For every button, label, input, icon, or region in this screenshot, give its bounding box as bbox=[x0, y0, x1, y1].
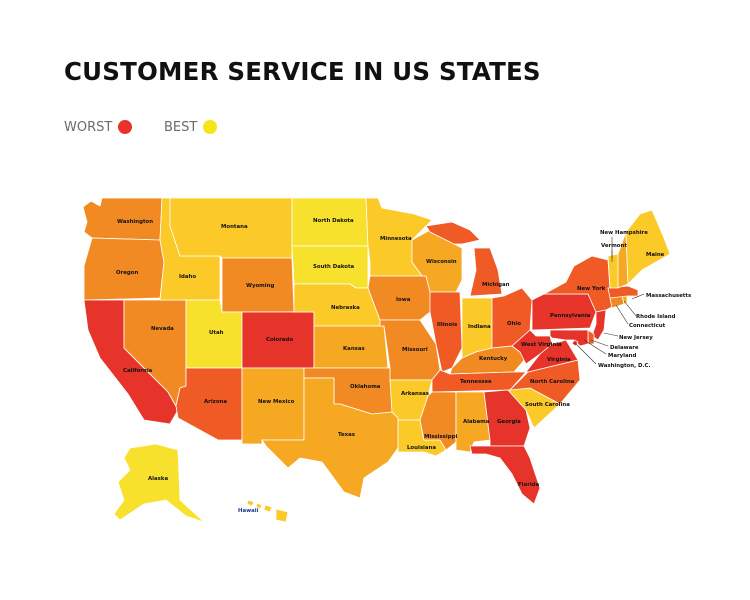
legend-best-label: BEST bbox=[164, 119, 198, 135]
label-south-dakota: South Dakota bbox=[313, 264, 355, 270]
state-new-mexico[interactable] bbox=[241, 367, 305, 445]
label-connecticut: Connecticut bbox=[629, 323, 666, 329]
label-kansas: Kansas bbox=[343, 346, 365, 352]
legend-worst-dot bbox=[118, 120, 133, 134]
label-mississippi: Mississippi bbox=[424, 434, 457, 440]
label-south-carolina: South Carolina bbox=[525, 402, 570, 408]
label-illinois: Illinois bbox=[437, 322, 457, 328]
label-virginia: Virginia bbox=[547, 357, 571, 363]
label-iowa: Iowa bbox=[396, 297, 411, 303]
state-west-virginia[interactable] bbox=[511, 329, 553, 365]
label-idaho: Idaho bbox=[179, 274, 196, 280]
label-louisiana: Louisiana bbox=[407, 445, 436, 451]
label-georgia: Georgia bbox=[497, 419, 521, 425]
legend-worst-label: WORST bbox=[64, 119, 113, 135]
label-texas: Texas bbox=[338, 432, 355, 438]
label-nebraska: Nebraska bbox=[331, 305, 360, 311]
label-oklahoma: Oklahoma bbox=[350, 384, 381, 390]
label-missouri: Missouri bbox=[402, 347, 428, 353]
label-wyoming: Wyoming bbox=[246, 283, 274, 289]
label-massachusetts: Massachusetts bbox=[646, 293, 691, 299]
label-ohio: Ohio bbox=[507, 321, 521, 327]
label-michigan: Michigan bbox=[482, 282, 510, 288]
label-indiana: Indiana bbox=[468, 324, 491, 330]
label-florida: Florida bbox=[518, 482, 540, 488]
label-vermont: Vermont bbox=[601, 243, 627, 249]
label-utah: Utah bbox=[209, 330, 224, 336]
callout-lines bbox=[574, 237, 645, 365]
label-alabama: Alabama bbox=[463, 419, 490, 425]
label-kentucky: Kentucky bbox=[479, 356, 508, 362]
label-washington: Washington bbox=[117, 219, 153, 225]
label-wisconsin: Wisconsin bbox=[426, 259, 457, 265]
state-massachusetts[interactable] bbox=[607, 285, 639, 299]
label-arkansas: Arkansas bbox=[401, 391, 429, 397]
state-labels: Washington Oregon California Nevada Idah… bbox=[116, 218, 691, 514]
label-delaware: Delaware bbox=[610, 345, 639, 351]
state-hawaii[interactable] bbox=[246, 499, 289, 523]
label-colorado: Colorado bbox=[266, 337, 293, 343]
label-west-virginia: West Virginia bbox=[521, 342, 562, 348]
label-new-york: New York bbox=[577, 286, 606, 292]
label-new-hampshire: New Hampshire bbox=[600, 230, 648, 236]
state-illinois[interactable] bbox=[429, 291, 463, 373]
map-title: CUSTOMER SERVICE IN US STATES bbox=[64, 57, 541, 86]
legend-best-dot bbox=[203, 120, 218, 134]
state-texas[interactable] bbox=[261, 377, 399, 499]
label-maryland: Maryland bbox=[608, 353, 636, 359]
label-maine: Maine bbox=[646, 252, 665, 258]
label-nevada: Nevada bbox=[151, 326, 174, 332]
state-michigan[interactable] bbox=[425, 221, 503, 297]
label-tennessee: Tennessee bbox=[460, 379, 492, 385]
state-vermont[interactable] bbox=[607, 253, 619, 289]
label-california: California bbox=[123, 368, 153, 374]
state-new-jersey[interactable] bbox=[591, 309, 607, 341]
label-hawaii: Hawaii bbox=[238, 508, 259, 514]
state-pennsylvania[interactable] bbox=[531, 293, 597, 331]
label-north-dakota: North Dakota bbox=[313, 218, 354, 224]
label-minnesota: Minnesota bbox=[380, 236, 412, 242]
label-rhode-island: Rhode Island bbox=[636, 314, 676, 320]
label-pennsylvania: Pennsylvania bbox=[550, 313, 591, 319]
state-florida[interactable] bbox=[469, 445, 541, 505]
state-alaska[interactable] bbox=[113, 443, 205, 523]
label-north-carolina: North Carolina bbox=[530, 379, 575, 385]
label-dc: Washington, D.C. bbox=[598, 363, 651, 369]
state-maine[interactable] bbox=[625, 209, 671, 285]
legend-worst: WORST bbox=[64, 118, 133, 136]
label-oregon: Oregon bbox=[116, 270, 138, 276]
label-new-mexico: New Mexico bbox=[258, 399, 295, 405]
state-oregon[interactable] bbox=[83, 237, 165, 301]
label-new-jersey: New Jersey bbox=[619, 335, 653, 341]
label-montana: Montana bbox=[221, 224, 248, 230]
label-arizona: Arizona bbox=[204, 399, 227, 405]
label-alaska: Alaska bbox=[148, 476, 168, 482]
legend-best: BEST bbox=[164, 118, 218, 136]
